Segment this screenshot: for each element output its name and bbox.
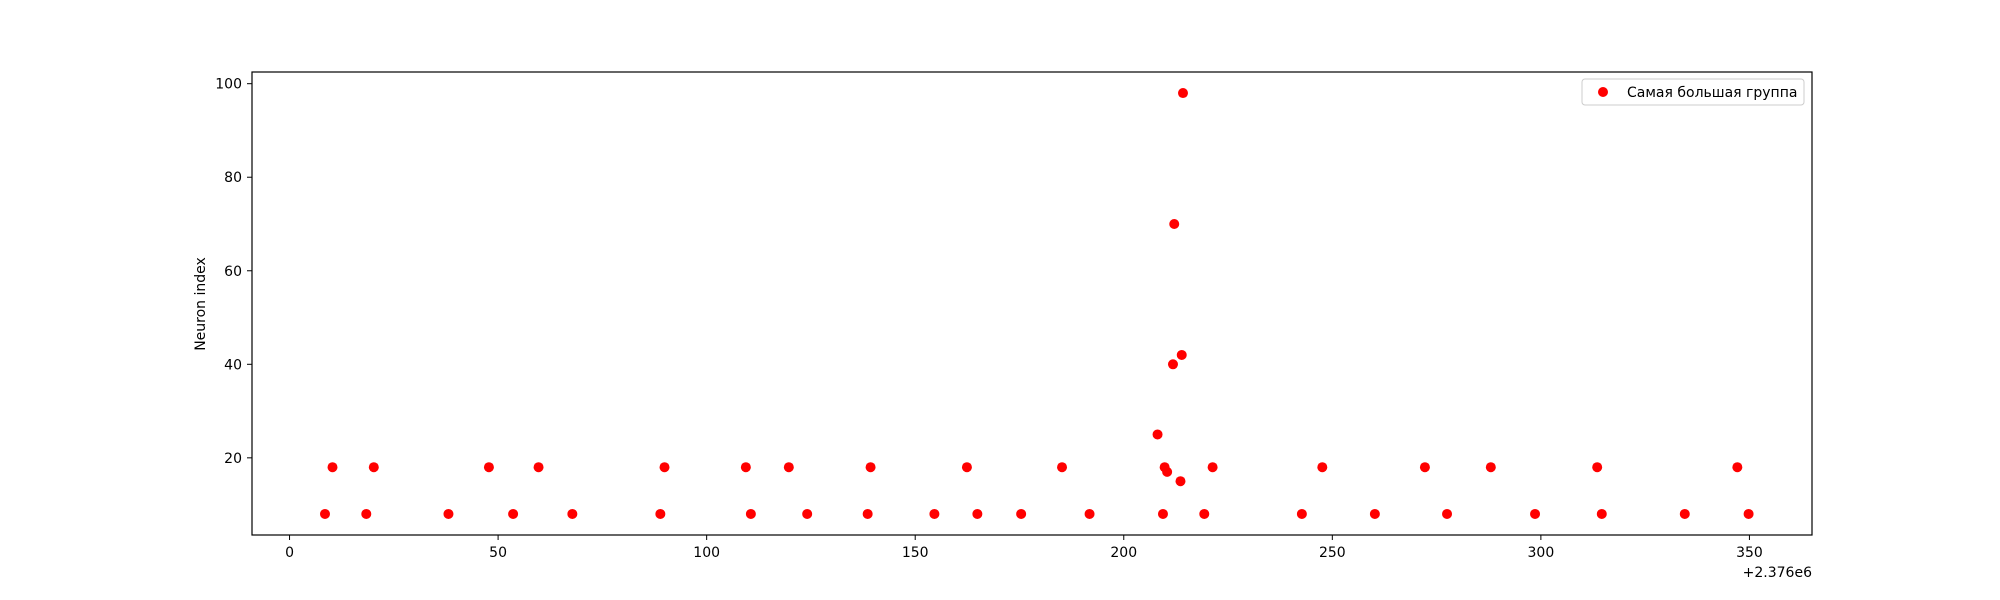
x-tick-label: 300 [1528, 545, 1555, 561]
data-point [659, 462, 670, 473]
data-point [745, 508, 756, 519]
x-tick-label: 50 [489, 545, 507, 561]
x-axis-offset-label: +2.376e6 [1743, 565, 1812, 581]
y-axis-ticks: 20 40 60 80 100 [215, 77, 252, 467]
data-point [319, 508, 330, 519]
data-point [1175, 476, 1186, 487]
data-point [1199, 508, 1210, 519]
data-point [1732, 462, 1743, 473]
data-point [972, 508, 983, 519]
x-tick-label: 0 [285, 545, 294, 561]
data-point [1177, 88, 1188, 99]
data-point [740, 462, 751, 473]
data-point [1167, 359, 1178, 370]
data-point [1157, 508, 1168, 519]
data-point [1743, 508, 1754, 519]
y-axis-label: Neuron index [193, 257, 209, 351]
x-tick-label: 100 [693, 545, 720, 561]
data-point [1485, 462, 1496, 473]
data-point [533, 462, 544, 473]
data-point [1419, 462, 1430, 473]
data-point [1207, 462, 1218, 473]
data-point [783, 462, 794, 473]
y-tick-label: 40 [224, 357, 242, 373]
data-point [1679, 508, 1690, 519]
data-point [483, 462, 494, 473]
data-point [1369, 508, 1380, 519]
data-point [1152, 429, 1163, 440]
data-points-layer [319, 88, 1754, 519]
data-point [1592, 462, 1603, 473]
data-point [327, 462, 338, 473]
data-point [929, 508, 940, 519]
data-point [1596, 508, 1607, 519]
data-point [567, 508, 578, 519]
data-point [361, 508, 372, 519]
legend-marker [1598, 87, 1608, 97]
data-point [1057, 462, 1068, 473]
data-point [368, 462, 379, 473]
data-point [862, 508, 873, 519]
legend-box [1581, 78, 1805, 106]
y-tick-label: 60 [224, 264, 242, 280]
y-tick-label: 100 [215, 77, 242, 93]
data-point [655, 508, 666, 519]
legend-label: Самая большая группа [1627, 85, 1797, 101]
x-axis-ticks: 0 50 100 150 200 250 300 350 [285, 535, 1763, 561]
plot-area-frame [251, 71, 1813, 536]
data-point [1169, 218, 1180, 229]
data-point [1176, 349, 1187, 360]
data-point [508, 508, 519, 519]
data-point [961, 462, 972, 473]
data-point [443, 508, 454, 519]
x-tick-label: 250 [1319, 545, 1346, 561]
data-point [1162, 466, 1173, 477]
data-point [1016, 508, 1027, 519]
data-point [1442, 508, 1453, 519]
x-tick-label: 150 [902, 545, 929, 561]
y-tick-label: 20 [224, 451, 242, 467]
data-point [865, 462, 876, 473]
data-point [1296, 508, 1307, 519]
data-point [1317, 462, 1328, 473]
data-point [1530, 508, 1541, 519]
x-tick-label: 200 [1110, 545, 1137, 561]
y-tick-label: 80 [224, 170, 242, 186]
x-tick-label: 350 [1736, 545, 1763, 561]
legend: Самая большая группа [1581, 78, 1805, 106]
data-point [802, 508, 813, 519]
data-point [1084, 508, 1095, 519]
